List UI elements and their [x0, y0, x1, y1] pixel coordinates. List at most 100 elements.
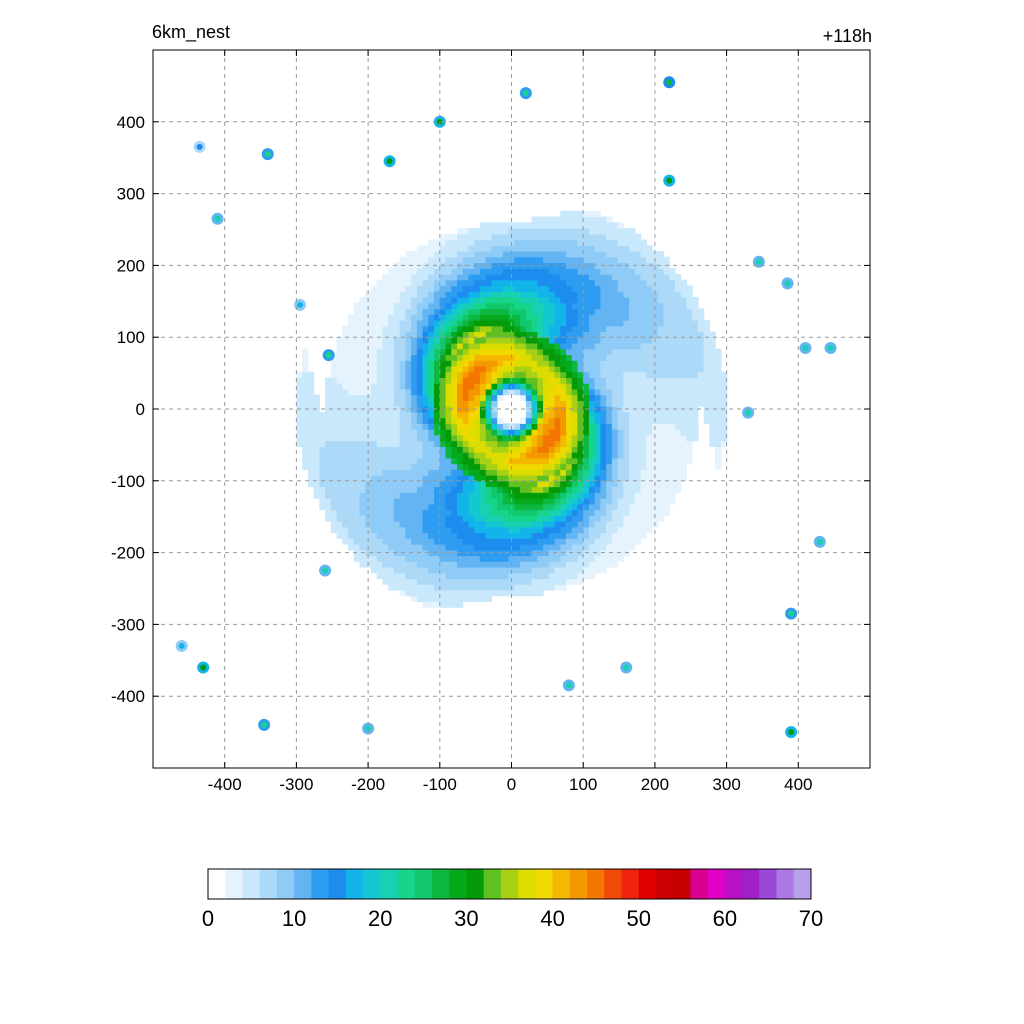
field-cell — [399, 469, 406, 476]
field-cell — [491, 434, 498, 442]
field-cell — [531, 463, 538, 470]
field-cell — [600, 383, 607, 390]
field-cell — [502, 521, 510, 528]
field-cell — [629, 423, 636, 430]
field-cell — [594, 521, 602, 528]
field-cell — [370, 532, 378, 539]
field-cell — [451, 377, 458, 384]
field-cell — [617, 423, 624, 430]
field-cell — [583, 509, 590, 516]
field-cell — [434, 423, 441, 430]
field-cell — [697, 394, 705, 401]
field-cell — [365, 371, 372, 379]
field-cell — [479, 452, 487, 459]
field-cell — [531, 216, 538, 223]
field-cell — [416, 256, 424, 264]
convection-cell-core — [522, 90, 529, 97]
field-cell — [462, 538, 470, 545]
field-cell — [336, 371, 343, 379]
field-cell — [720, 388, 728, 396]
field-cell — [451, 394, 458, 401]
field-cell — [525, 538, 533, 545]
field-cell — [640, 296, 647, 304]
field-cell — [370, 365, 378, 373]
field-cell — [382, 319, 389, 327]
field-cell — [543, 228, 550, 235]
field-cell — [393, 549, 401, 557]
field-cell — [353, 337, 361, 344]
field-cell — [634, 251, 642, 258]
field-cell — [594, 377, 602, 384]
field-cell — [439, 601, 447, 608]
field-cell — [359, 509, 366, 516]
field-cell — [617, 411, 624, 419]
field-cell — [634, 486, 642, 493]
field-cell — [434, 291, 441, 298]
field-cell — [462, 475, 470, 482]
field-cell — [611, 561, 619, 568]
field-cell — [520, 377, 527, 384]
field-cell — [640, 371, 647, 379]
field-cell — [520, 354, 527, 361]
field-cell — [370, 446, 378, 453]
field-cell — [652, 492, 659, 499]
field-cell — [399, 561, 406, 568]
field-cell — [520, 515, 527, 522]
field-cell — [594, 498, 602, 505]
field-cell — [439, 578, 447, 585]
field-cell — [434, 578, 441, 585]
field-cell — [663, 342, 670, 350]
field-cell — [468, 365, 475, 373]
field-cell — [548, 308, 556, 315]
field-cell — [560, 319, 567, 327]
field-cell — [434, 388, 441, 396]
field-cell — [399, 572, 406, 580]
field-cell — [428, 423, 435, 430]
field-cell — [462, 256, 470, 264]
field-cell — [462, 319, 470, 327]
field-cell — [634, 469, 642, 476]
field-cell — [457, 566, 464, 574]
field-cell — [508, 452, 515, 459]
field-cell — [491, 532, 498, 539]
field-cell — [399, 543, 406, 551]
field-cell — [457, 274, 464, 281]
field-cell — [617, 308, 624, 315]
field-cell — [697, 331, 705, 338]
field-cell — [462, 555, 470, 562]
field-cell — [543, 296, 550, 304]
field-cell — [514, 285, 521, 292]
field-cell — [617, 342, 624, 350]
field-cell — [388, 348, 395, 356]
field-cell — [617, 377, 624, 384]
field-cell — [502, 268, 510, 275]
field-cell — [468, 319, 475, 327]
field-cell — [640, 498, 647, 505]
field-cell — [319, 498, 326, 505]
field-cell — [600, 463, 607, 470]
field-cell — [634, 360, 642, 367]
field-cell — [451, 245, 458, 252]
field-cell — [388, 434, 395, 442]
field-cell — [640, 348, 647, 356]
field-cell — [382, 538, 389, 545]
field-cell — [313, 463, 320, 470]
field-cell — [537, 360, 544, 367]
field-cell — [588, 239, 596, 246]
field-cell — [520, 589, 527, 597]
field-cell — [399, 279, 406, 287]
field-cell — [652, 308, 659, 315]
field-cell — [411, 365, 418, 373]
field-cell — [577, 566, 584, 574]
field-cell — [497, 360, 504, 367]
field-cell — [428, 251, 435, 258]
field-cell — [485, 446, 493, 453]
field-cell — [565, 210, 573, 218]
field-cell — [370, 377, 378, 384]
field-cell — [325, 446, 332, 453]
field-cell — [531, 423, 538, 430]
field-cell — [588, 314, 596, 321]
field-cell — [497, 429, 504, 436]
field-cell — [629, 262, 636, 269]
field-cell — [606, 429, 613, 436]
